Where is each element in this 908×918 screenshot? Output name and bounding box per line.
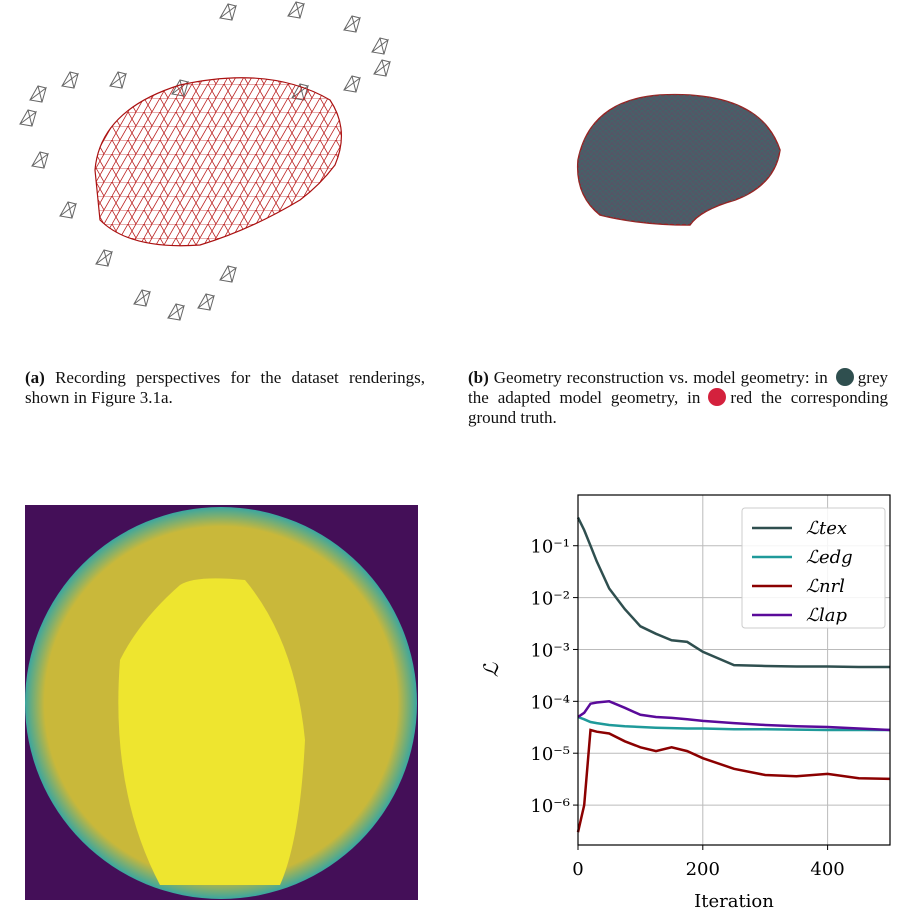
x-tick-label: 200: [686, 859, 720, 880]
caption-a: (a) Recording perspectives for the datas…: [25, 368, 425, 408]
reconstruction-wire: [578, 95, 780, 225]
camera: [60, 202, 76, 218]
x-tick-label: 400: [810, 859, 844, 880]
caption-text: Recording perspectives for the dataset r…: [25, 368, 425, 407]
camera: [20, 110, 36, 126]
legend-label: ℒedg: [806, 547, 853, 568]
y-tick-label: 10⁻¹: [530, 537, 570, 558]
figure: 0 200 400 10⁻¹ 10⁻² 10⁻³ 10⁻⁴ 10⁻⁵ 10⁻⁶ Iteration…: [0, 0, 908, 918]
y-tick-label: 10⁻⁴: [530, 692, 570, 713]
caption-b: (b) Geometry reconstruction vs. model ge…: [468, 368, 888, 428]
camera: [288, 2, 304, 18]
camera: [30, 86, 46, 102]
legend-label: ℒlap: [806, 605, 847, 626]
camera: [110, 72, 126, 88]
grey-dot: [836, 368, 854, 386]
y-tick-label: 10⁻³: [530, 640, 570, 661]
caption-label: (b): [468, 368, 489, 387]
camera: [372, 38, 388, 54]
figure-graphics: 0 200 400 10⁻¹ 10⁻² 10⁻³ 10⁻⁴ 10⁻⁵ 10⁻⁶ Iteration…: [0, 0, 908, 918]
camera: [220, 4, 236, 20]
camera: [220, 266, 236, 282]
camera: [32, 152, 48, 168]
y-tick-label: 10⁻⁶: [530, 796, 570, 817]
y-tick-label: 10⁻⁵: [530, 744, 570, 765]
camera: [374, 60, 390, 76]
x-tick-label: 0: [572, 859, 583, 880]
camera: [62, 72, 78, 88]
loss-line: [578, 730, 890, 832]
camera: [198, 294, 214, 310]
legend-label: ℒnrl: [806, 576, 845, 597]
caption-text: Geometry reconstruction vs. model geomet…: [494, 368, 828, 387]
camera: [344, 76, 360, 92]
camera: [134, 290, 150, 306]
red-dot: [708, 388, 726, 406]
camera: [168, 304, 184, 320]
legend-label: ℒtex: [806, 518, 847, 539]
y-axis-label: ℒ: [479, 662, 503, 677]
x-axis-label: Iteration: [694, 891, 774, 912]
y-tick-label: 10⁻²: [530, 589, 570, 610]
caption-label: (a): [25, 368, 45, 387]
camera: [96, 250, 112, 266]
camera: [344, 16, 360, 32]
chart: 0 200 400 10⁻¹ 10⁻² 10⁻³ 10⁻⁴ 10⁻⁵ 10⁻⁶ Iteration…: [479, 495, 890, 912]
wireframe-mesh: [95, 78, 341, 246]
